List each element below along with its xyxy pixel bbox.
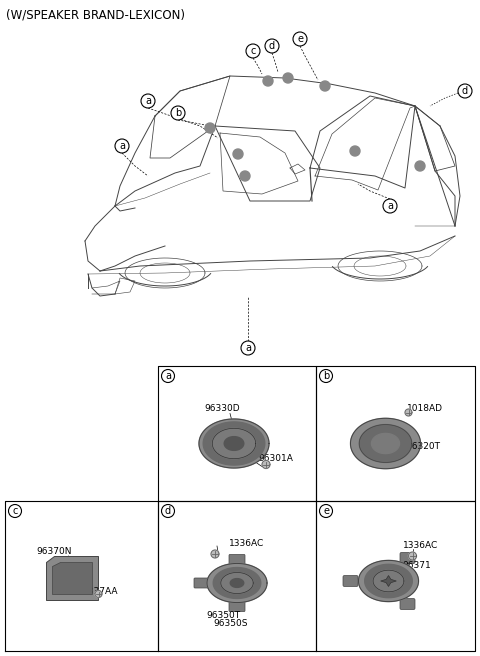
Circle shape bbox=[415, 161, 425, 171]
Circle shape bbox=[320, 81, 330, 91]
Text: 1336AC: 1336AC bbox=[229, 539, 264, 548]
Circle shape bbox=[161, 369, 175, 382]
Text: 1336AC: 1336AC bbox=[403, 541, 438, 550]
Text: 96350T: 96350T bbox=[206, 611, 240, 621]
Polygon shape bbox=[405, 409, 412, 416]
Polygon shape bbox=[51, 562, 92, 594]
Text: c: c bbox=[250, 46, 256, 56]
Polygon shape bbox=[199, 419, 269, 468]
Polygon shape bbox=[95, 590, 102, 598]
Polygon shape bbox=[221, 573, 253, 594]
Circle shape bbox=[161, 504, 175, 518]
Circle shape bbox=[293, 32, 307, 46]
Polygon shape bbox=[230, 579, 244, 587]
Text: 1018AD: 1018AD bbox=[407, 404, 443, 413]
FancyBboxPatch shape bbox=[400, 552, 415, 564]
Circle shape bbox=[240, 171, 250, 181]
Text: 96320T: 96320T bbox=[407, 442, 441, 451]
FancyBboxPatch shape bbox=[229, 602, 245, 611]
Polygon shape bbox=[46, 556, 97, 600]
Text: a: a bbox=[387, 201, 393, 211]
Circle shape bbox=[233, 149, 243, 159]
Circle shape bbox=[141, 94, 155, 108]
Polygon shape bbox=[359, 560, 419, 602]
Polygon shape bbox=[408, 552, 417, 560]
Text: 96301A: 96301A bbox=[258, 454, 293, 463]
Text: e: e bbox=[323, 506, 329, 516]
Polygon shape bbox=[359, 424, 412, 462]
Polygon shape bbox=[212, 428, 256, 459]
Polygon shape bbox=[211, 550, 219, 558]
Text: 96350S: 96350S bbox=[214, 619, 248, 628]
Text: b: b bbox=[323, 371, 329, 381]
Polygon shape bbox=[203, 422, 265, 465]
Text: c: c bbox=[12, 506, 18, 516]
Polygon shape bbox=[213, 567, 261, 598]
FancyBboxPatch shape bbox=[400, 598, 415, 609]
Polygon shape bbox=[372, 434, 399, 453]
Polygon shape bbox=[381, 575, 396, 586]
Circle shape bbox=[246, 44, 260, 58]
Text: a: a bbox=[119, 141, 125, 151]
Circle shape bbox=[350, 146, 360, 156]
Text: b: b bbox=[175, 108, 181, 118]
Circle shape bbox=[171, 106, 185, 120]
Circle shape bbox=[205, 123, 215, 133]
FancyBboxPatch shape bbox=[229, 554, 245, 564]
Circle shape bbox=[115, 139, 129, 153]
Polygon shape bbox=[207, 564, 267, 603]
Text: a: a bbox=[165, 371, 171, 381]
Text: d: d bbox=[462, 86, 468, 96]
Text: 96370N: 96370N bbox=[36, 548, 72, 556]
Circle shape bbox=[458, 84, 472, 98]
Text: (W/SPEAKER BRAND-LEXICON): (W/SPEAKER BRAND-LEXICON) bbox=[6, 8, 185, 21]
FancyBboxPatch shape bbox=[194, 578, 210, 588]
Text: 96330D: 96330D bbox=[204, 404, 240, 413]
Text: d: d bbox=[269, 41, 275, 51]
Polygon shape bbox=[373, 570, 404, 592]
Circle shape bbox=[263, 76, 273, 86]
Circle shape bbox=[9, 504, 22, 518]
Polygon shape bbox=[365, 564, 412, 598]
Text: d: d bbox=[165, 506, 171, 516]
Text: a: a bbox=[245, 343, 251, 353]
Polygon shape bbox=[224, 437, 244, 451]
FancyBboxPatch shape bbox=[343, 575, 358, 586]
Text: a: a bbox=[145, 96, 151, 106]
Polygon shape bbox=[350, 419, 420, 468]
Text: e: e bbox=[297, 34, 303, 44]
Circle shape bbox=[265, 39, 279, 53]
Polygon shape bbox=[262, 461, 270, 468]
Circle shape bbox=[320, 369, 333, 382]
Circle shape bbox=[241, 341, 255, 355]
Text: 1337AA: 1337AA bbox=[83, 588, 118, 596]
Text: 96371: 96371 bbox=[403, 562, 431, 571]
Circle shape bbox=[283, 73, 293, 83]
Circle shape bbox=[383, 199, 397, 213]
Circle shape bbox=[320, 504, 333, 518]
